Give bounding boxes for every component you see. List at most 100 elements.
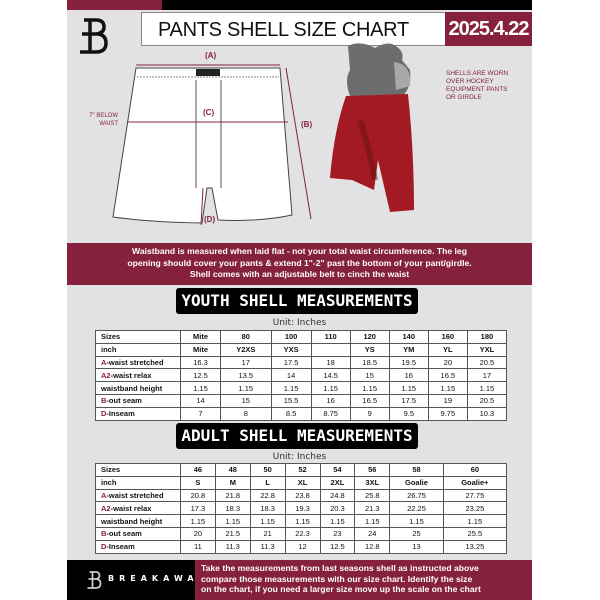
table-cell: 21 <box>249 526 286 541</box>
table-cell: 1.15 <box>249 514 286 528</box>
table-cell: 1.15 <box>388 381 429 395</box>
table-cell: 17.5 <box>270 355 312 370</box>
table-cell: 48 <box>214 463 251 477</box>
footer-brand-block <box>67 560 195 600</box>
table-cell: 11 <box>180 539 216 554</box>
table-cell: Mite <box>179 330 222 344</box>
table-cell: 18.3 <box>214 501 251 516</box>
row-label-text: inch <box>101 345 117 355</box>
table-cell: 17 <box>220 355 272 370</box>
info-band: Waistband is measured when laid flat - n… <box>67 243 532 285</box>
footer-line: Take the measurements from last seasons … <box>201 563 479 573</box>
table-row: A-waist stretched 20.8 21.8 22.8 23.8 24.8 25.… <box>95 488 508 503</box>
table-cell: 14 <box>270 368 312 383</box>
table-cell: 54 <box>319 463 356 477</box>
row-label-text: -Inseam <box>106 409 135 419</box>
table-cell: 3XL <box>354 475 391 490</box>
table-row: A-waist stretched 16.3 17 17.5 18 18.5 19.5 20 2… <box>95 355 508 370</box>
table-row: A2-waist relax 12.5 13.5 14 14.5 15 16 16.5 17 <box>95 368 508 383</box>
label-a: (A) <box>205 51 217 60</box>
table-cell: M <box>214 475 251 490</box>
table-cell: 1.15 <box>466 381 508 395</box>
table-cell: 60 <box>442 463 508 477</box>
top-black-bar <box>162 0 532 10</box>
row-label-text: -out seam <box>106 396 142 406</box>
table-cell: XL <box>284 475 321 490</box>
table-cell: 9.5 <box>388 406 429 421</box>
table-cell: 1.15 <box>220 381 272 395</box>
table-cell: 13 <box>389 539 444 554</box>
table-cell: Goalie+ <box>442 475 508 490</box>
row-label-text: -out seam <box>106 529 142 539</box>
table-cell: 8.75 <box>310 406 351 421</box>
table-cell: 1.15 <box>349 381 390 395</box>
row-label: A-waist stretched <box>95 355 181 370</box>
row-label-prefix: A <box>101 490 107 500</box>
table-cell: 17 <box>466 368 508 383</box>
table-cell: 120 <box>349 330 390 344</box>
date-badge: 2025.4.22 <box>445 12 532 46</box>
table-cell: 8.5 <box>270 406 312 421</box>
breakaway-logo-icon <box>80 18 108 54</box>
table-cell: 15 <box>220 393 272 408</box>
row-label: B-out seam <box>95 393 181 408</box>
table-cell: 25 <box>389 526 444 541</box>
table-cell: 16 <box>310 393 351 408</box>
table-cell: 20.8 <box>180 488 216 503</box>
table-cell: 18.3 <box>249 501 286 516</box>
row-label-text: -waist relax <box>110 503 152 513</box>
c-note-line: WAIST <box>99 121 118 127</box>
table-cell: 9 <box>349 406 390 421</box>
table-row: waistband height 1.15 1.15 1.15 1.15 1.15 1.15… <box>95 514 508 528</box>
table-cell: 1.15 <box>179 381 222 395</box>
row-label-text: Sizes <box>101 332 121 342</box>
table-cell: YL <box>427 342 468 357</box>
table-cell: 1.15 <box>442 514 508 528</box>
table-cell: 46 <box>180 463 216 477</box>
info-line: opening should cover your pants & extend… <box>127 257 472 268</box>
table-cell: 9.75 <box>427 406 468 421</box>
table-cell: 11.3 <box>214 539 251 554</box>
table-cell: 21.8 <box>214 488 251 503</box>
row-label-prefix: B <box>101 396 107 406</box>
adult-size-table: Sizes 46 48 50 52 54 56 58 60 inch S M L XL 2XL 3XL Goal… <box>95 463 508 554</box>
table-cell: 16.5 <box>349 393 390 408</box>
table-cell: 23 <box>319 526 356 541</box>
table-cell: 7 <box>179 406 222 421</box>
row-label: D-Inseam <box>95 406 181 421</box>
pants-photo <box>330 43 414 212</box>
table-cell: 27.75 <box>442 488 508 503</box>
table-cell: 1.15 <box>270 381 312 395</box>
table-cell: 21.3 <box>354 501 391 516</box>
table-cell: 100 <box>270 330 312 344</box>
row-label-text: -waist stretched <box>106 357 164 367</box>
table-cell: 140 <box>388 330 429 344</box>
table-row: waistband height 1.15 1.15 1.15 1.15 1.15 1.15… <box>95 381 508 395</box>
row-label: D-Inseam <box>95 539 181 554</box>
youth-unit-label: Unit: Inches <box>272 318 327 328</box>
page-title: PANTS SHELL SIZE CHART <box>141 12 446 46</box>
table-cell: 23.25 <box>442 501 508 516</box>
table-cell <box>310 342 351 357</box>
c-note-line: 7" BELOW <box>89 113 118 119</box>
row-label-text: -waist stretched <box>106 490 164 500</box>
table-cell: 17.3 <box>180 501 216 516</box>
table-cell: 20.5 <box>466 355 508 370</box>
table-cell: 16 <box>388 368 429 383</box>
table-cell: 1.15 <box>284 514 321 528</box>
top-accent-bar <box>67 0 162 10</box>
table-cell: Y2XS <box>220 342 272 357</box>
table-cell: 1.15 <box>310 381 351 395</box>
row-label-text: waistband height <box>101 383 163 393</box>
table-cell: 58 <box>389 463 444 477</box>
table-cell: 8 <box>220 406 272 421</box>
table-cell: 25.8 <box>354 488 391 503</box>
row-label: inch <box>95 342 181 357</box>
row-label: A2-waist relax <box>95 368 181 383</box>
table-cell: 10.3 <box>466 406 508 421</box>
table-cell: 12.8 <box>354 539 391 554</box>
adult-unit-label: Unit: Inches <box>272 452 327 462</box>
table-cell: 50 <box>249 463 286 477</box>
table-cell: 160 <box>427 330 468 344</box>
table-cell: 1.15 <box>214 514 251 528</box>
